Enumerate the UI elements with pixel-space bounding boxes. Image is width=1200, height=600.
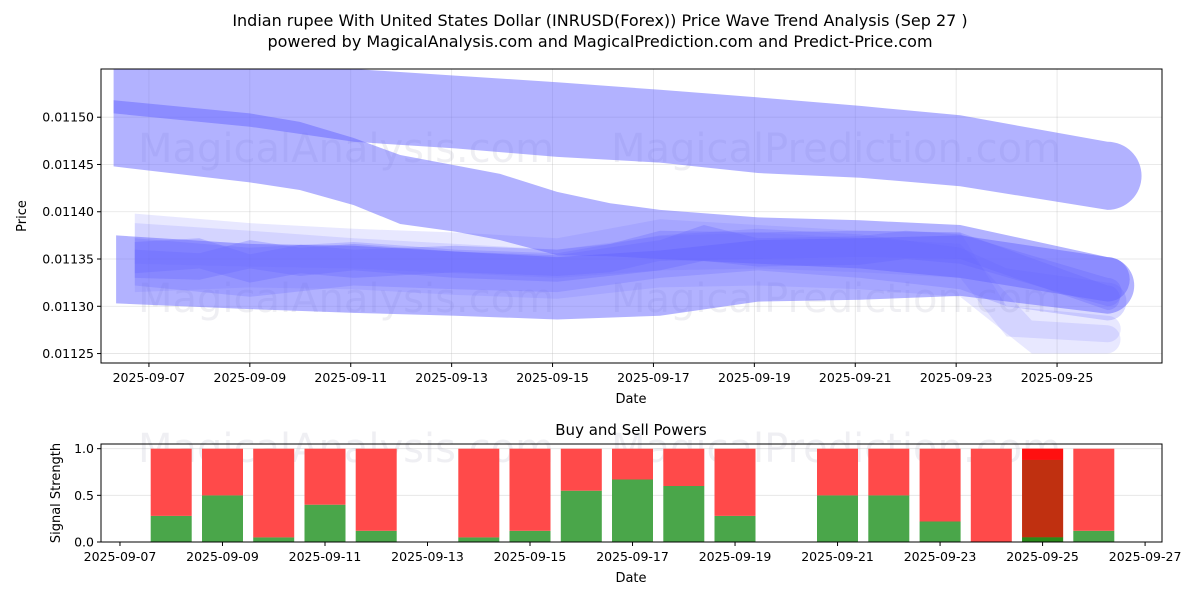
- price-y-tick-label: 0.01150: [42, 110, 94, 125]
- buy-bar-2025-09-16: [560, 490, 602, 542]
- price-x-tick-label: 2025-09-19: [718, 370, 791, 385]
- price-x-tick-label: 2025-09-11: [314, 370, 387, 385]
- signal-x-tick-label: 2025-09-19: [699, 549, 772, 564]
- signal-x-tick-label: 2025-09-25: [1006, 549, 1079, 564]
- price-y-tick-label: 0.01135: [42, 252, 94, 267]
- overlay-dark-bar: [1022, 459, 1064, 538]
- price-x-tick-label: 2025-09-09: [214, 370, 287, 385]
- price-x-axis-label: Date: [615, 392, 646, 407]
- sell-bar-2025-09-10: [253, 448, 295, 538]
- buy-sell-chart: Buy and Sell Powers MagicalAnalysis.com …: [49, 421, 1181, 586]
- price-y-tick-label: 0.01140: [42, 204, 94, 219]
- buy-bar-2025-09-17: [612, 479, 653, 542]
- sell-bar-2025-09-18: [663, 448, 705, 486]
- sell-bar-2025-09-21: [817, 448, 858, 496]
- sell-bar-2025-09-26: [1073, 448, 1115, 531]
- sell-bar-2025-09-17: [612, 448, 653, 480]
- buy-bar-2025-09-14: [458, 537, 500, 542]
- buy-bar-2025-09-21: [817, 495, 858, 542]
- signal-x-tick-label: 2025-09-09: [186, 549, 259, 564]
- signal-y-tick-label: 0.0: [74, 535, 94, 550]
- signal-bars: [150, 448, 1115, 542]
- buy-bar-2025-09-09: [202, 495, 243, 542]
- wave-band-faint-wave-1: [134, 213, 1121, 343]
- signal-x-tick-label: 2025-09-27: [1109, 549, 1182, 564]
- chart-subtitle: powered by MagicalAnalysis.com and Magic…: [267, 32, 932, 51]
- price-x-ticks: 2025-09-07 2025-09-09 2025-09-11 2025-09-13…: [113, 363, 1094, 385]
- price-x-tick-label: 2025-09-07: [113, 370, 186, 385]
- sell-bar-2025-09-11: [304, 448, 346, 505]
- price-wave-chart: MagicalAnalysis.com MagicalPrediction.co…: [15, 68, 1163, 407]
- overlay-buy-bar: [1022, 537, 1064, 542]
- price-y-axis-label: Price: [15, 200, 30, 232]
- signal-x-tick-label: 2025-09-21: [801, 549, 874, 564]
- wave-band-upper-wave: [113, 69, 1142, 210]
- signal-x-axis-label: Date: [615, 571, 646, 586]
- wave-band-faint-wave-2: [134, 223, 1121, 354]
- chart-title: Indian rupee With United States Dollar (…: [232, 11, 967, 30]
- sell-bar-2025-09-22: [868, 448, 910, 496]
- signal-y-tick-label: 0.5: [74, 488, 94, 503]
- price-x-tick-label: 2025-09-17: [617, 370, 690, 385]
- signal-x-tick-label: 2025-09-07: [84, 549, 157, 564]
- buy-bar-2025-09-10: [253, 537, 295, 542]
- signal-x-tick-label: 2025-09-15: [494, 549, 567, 564]
- sell-bar-2025-09-19: [714, 448, 756, 516]
- signal-x-tick-label: 2025-09-11: [289, 549, 362, 564]
- signal-y-tick-label: 1.0: [74, 441, 94, 456]
- buy-bar-2025-09-22: [868, 495, 910, 542]
- wave-band-core-wave-3: [134, 228, 1127, 321]
- price-x-tick-label: 2025-09-13: [415, 370, 488, 385]
- price-x-tick-label: 2025-09-25: [1021, 370, 1094, 385]
- signal-x-tick-label: 2025-09-23: [904, 549, 977, 564]
- price-y-tick-label: 0.01145: [42, 157, 94, 172]
- signal-y-ticks: 0.0 0.5 1.0: [74, 441, 101, 550]
- signal-x-tick-label: 2025-09-17: [596, 549, 669, 564]
- sell-bar-2025-09-16: [560, 448, 602, 491]
- overlay-top-bar: [1022, 448, 1064, 460]
- wave-band-core-wave-1: [134, 225, 1122, 307]
- buy-bar-2025-09-11: [304, 504, 346, 542]
- buy-bar-2025-09-08: [150, 515, 192, 542]
- buy-bar-2025-09-15: [509, 530, 551, 542]
- price-x-tick-label: 2025-09-15: [516, 370, 589, 385]
- buy-bar-2025-09-12: [355, 530, 397, 542]
- sell-bar-2025-09-12: [355, 448, 397, 531]
- price-x-tick-label: 2025-09-21: [819, 370, 892, 385]
- sell-bar-2025-09-14: [458, 448, 500, 538]
- sell-bar-2025-09-15: [509, 448, 551, 531]
- price-y-tick-label: 0.01125: [42, 346, 94, 361]
- wave-band-lower-wide-wave: [116, 235, 1135, 320]
- sell-bar-2025-09-09: [202, 448, 243, 496]
- signal-x-tick-label: 2025-09-13: [391, 549, 464, 564]
- price-wave-bands: [113, 69, 1142, 354]
- price-plot-frame: [100, 68, 1163, 364]
- wave-band-core-wave-2: [134, 230, 1120, 311]
- buy-sell-title: Buy and Sell Powers: [555, 421, 707, 439]
- price-y-ticks: 0.01125 0.01130 0.01135 0.01140 0.01145 0.011…: [42, 110, 101, 361]
- price-y-tick-label: 0.01130: [42, 299, 94, 314]
- buy-bar-2025-09-19: [714, 515, 756, 542]
- signal-plot-frame: [100, 443, 1163, 543]
- sell-bar-2025-09-08: [150, 448, 192, 516]
- buy-bar-2025-09-18: [663, 486, 705, 542]
- signal-x-ticks: 2025-09-07 2025-09-09 2025-09-11 2025-09-13…: [84, 542, 1182, 564]
- price-x-tick-label: 2025-09-23: [920, 370, 993, 385]
- sell-bar-2025-09-24: [970, 448, 1012, 542]
- sell-bar-2025-09-23: [919, 448, 961, 522]
- buy-bar-2025-09-23: [919, 521, 961, 542]
- buy-bar-2025-09-26: [1073, 530, 1115, 542]
- signal-y-axis-label: Signal Strength: [49, 443, 64, 543]
